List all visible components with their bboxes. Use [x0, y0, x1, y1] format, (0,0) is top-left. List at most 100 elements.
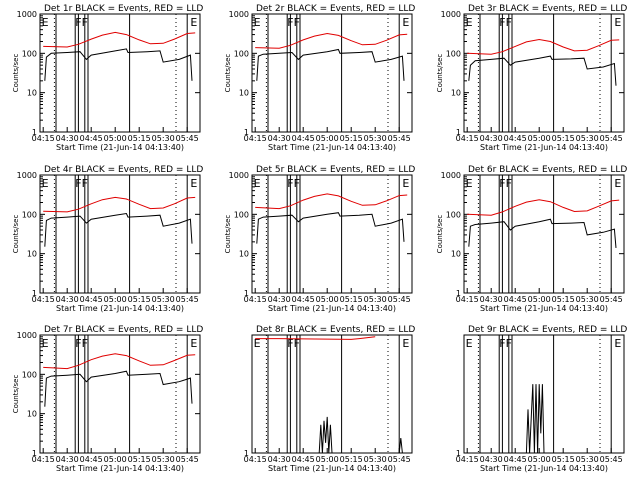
- y-tick-label: 1: [456, 289, 461, 298]
- flag-letter: F: [294, 177, 300, 190]
- flag-letter: F: [506, 177, 512, 190]
- x-tick-label: 05:30: [152, 455, 175, 464]
- flag-letter: F: [499, 16, 505, 29]
- x-axis-label: Start Time (21-Jun-14 04:13:40): [268, 143, 396, 152]
- x-tick-label: 04:15: [32, 295, 55, 304]
- lld-series-line: [255, 193, 408, 210]
- y-tick-label: 10: [239, 89, 249, 98]
- plot-frame: [39, 334, 201, 454]
- flag-letter: E: [402, 337, 409, 350]
- x-axis-label: Start Time (21-Jun-14 04:13:40): [480, 143, 608, 152]
- panel-title: Det 4r BLACK = Events, RED = LLD: [44, 165, 203, 175]
- events-series-line: [256, 48, 405, 81]
- x-tick-label: 05:00: [528, 295, 551, 304]
- flag-letter: E: [466, 177, 473, 190]
- flag-letter: E: [466, 337, 473, 350]
- y-tick-label: 1: [244, 289, 249, 298]
- y-tick-label: 1000: [17, 331, 37, 340]
- y-tick-label: 10: [451, 89, 461, 98]
- x-tick-label: 05:45: [600, 134, 623, 143]
- lld-series-line: [255, 32, 408, 49]
- lld-series-line: [43, 353, 196, 370]
- x-tick-label: 05:00: [104, 455, 127, 464]
- x-tick-label: 05:15: [340, 455, 363, 464]
- lld-series-line: [43, 196, 196, 213]
- flag-letter: F: [506, 337, 512, 350]
- x-tick-label: 04:15: [456, 455, 479, 464]
- plot-frame: [463, 13, 625, 133]
- x-tick-label: 04:45: [504, 295, 527, 304]
- x-axis-label: Start Time (21-Jun-14 04:13:40): [268, 464, 396, 473]
- detector-panel-1: Det 1r BLACK = Events, RED = LLD 1 10 100 10…: [12, 4, 203, 152]
- x-tick-label: 05:45: [388, 295, 411, 304]
- events-series-line: [44, 370, 193, 407]
- flag-letter: E: [254, 337, 261, 350]
- flag-letter: F: [294, 16, 300, 29]
- y-tick-label: 10: [27, 89, 37, 98]
- y-axis-label: Counts/sec: [12, 375, 20, 414]
- y-tick-label: 100: [22, 210, 37, 219]
- x-tick-label: 05:00: [316, 134, 339, 143]
- y-tick-label: 1000: [229, 10, 249, 19]
- y-tick-label: 1: [32, 289, 37, 298]
- flag-letter: F: [287, 16, 293, 29]
- x-tick-label: 05:15: [340, 295, 363, 304]
- y-tick-label: 10: [27, 250, 37, 259]
- x-tick-label: 05:15: [552, 455, 575, 464]
- panel-title: Det 2r BLACK = Events, RED = LLD: [256, 4, 415, 14]
- detector-panel-3: Det 3r BLACK = Events, RED = LLD 1 10 100 10…: [436, 4, 627, 152]
- panel-title: Det 1r BLACK = Events, RED = LLD: [44, 4, 203, 14]
- y-tick-label: 1000: [441, 171, 461, 180]
- flag-letter: E: [42, 16, 49, 29]
- plot-frame: [39, 13, 201, 133]
- x-tick-label: 05:00: [528, 455, 551, 464]
- x-tick-label: 05:15: [128, 455, 151, 464]
- x-tick-label: 04:15: [244, 295, 267, 304]
- x-tick-label: 04:45: [504, 455, 527, 464]
- x-tick-label: 05:30: [576, 295, 599, 304]
- x-tick-label: 05:45: [388, 134, 411, 143]
- flag-letter: E: [42, 337, 49, 350]
- x-tick-label: 04:30: [480, 134, 503, 143]
- x-tick-label: 04:30: [480, 455, 503, 464]
- x-tick-label: 05:45: [388, 455, 411, 464]
- x-tick-label: 05:30: [576, 134, 599, 143]
- plot-frame: [251, 13, 413, 133]
- flag-letter: F: [287, 337, 293, 350]
- y-tick-label: 100: [446, 210, 461, 219]
- detector-panel-6: Det 6r BLACK = Events, RED = LLD 1 10 100 10…: [436, 165, 627, 313]
- lld-series-line: [467, 199, 620, 216]
- flag-letter: E: [190, 177, 197, 190]
- x-tick-label: 04:45: [80, 295, 103, 304]
- x-tick-label: 04:15: [456, 295, 479, 304]
- y-tick-label: 100: [234, 210, 249, 219]
- y-axis-label: Counts/sec: [12, 215, 20, 254]
- y-axis-label: Counts/sec: [436, 54, 444, 93]
- y-tick-label: 10: [239, 250, 249, 259]
- flag-letter: E: [254, 177, 261, 190]
- x-tick-label: 04:30: [268, 295, 291, 304]
- y-tick-label: 100: [234, 49, 249, 58]
- x-tick-label: 04:30: [56, 295, 79, 304]
- x-tick-label: 04:45: [292, 455, 315, 464]
- y-axis-label: Counts/sec: [224, 215, 232, 254]
- x-tick-label: 05:30: [576, 455, 599, 464]
- x-tick-label: 05:30: [364, 295, 387, 304]
- y-tick-label: 1: [32, 128, 37, 137]
- events-series-line: [468, 218, 617, 248]
- x-tick-label: 04:30: [56, 455, 79, 464]
- x-tick-label: 04:30: [268, 134, 291, 143]
- x-tick-label: 04:15: [32, 134, 55, 143]
- panel-title: Det 5r BLACK = Events, RED = LLD: [256, 165, 415, 175]
- flag-letter: F: [294, 337, 300, 350]
- detector-panel-7: Det 7r BLACK = Events, RED = LLD 1 10 100 10…: [12, 325, 203, 473]
- flag-letter: F: [82, 177, 88, 190]
- y-axis-label: Counts/sec: [436, 215, 444, 254]
- y-axis-label: Counts/sec: [12, 54, 20, 93]
- events-series-line: [256, 212, 405, 244]
- x-tick-label: 04:15: [244, 134, 267, 143]
- x-tick-label: 05:15: [128, 295, 151, 304]
- events-series-line: [44, 212, 193, 247]
